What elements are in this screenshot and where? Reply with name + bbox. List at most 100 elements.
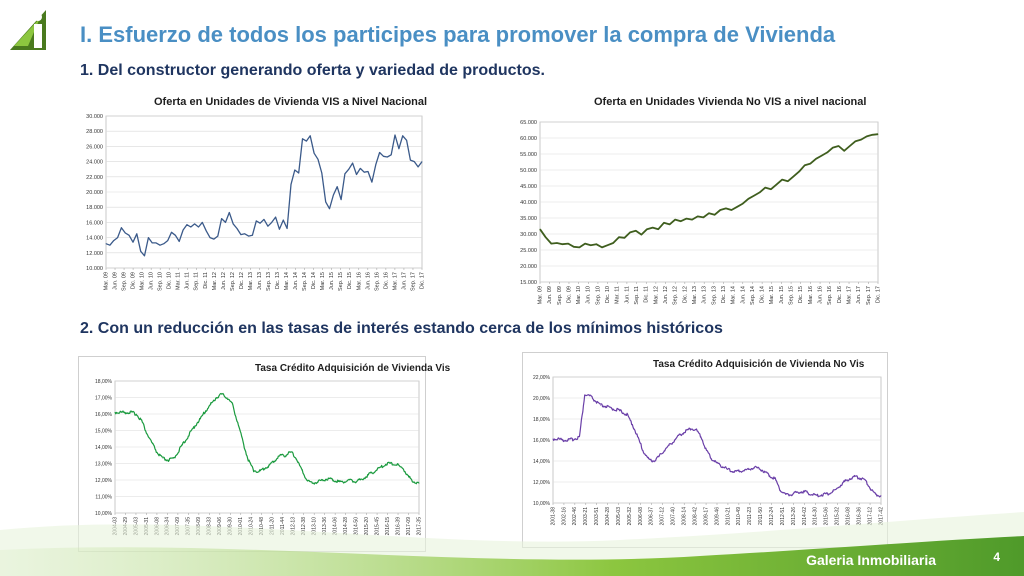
data-point <box>321 172 323 174</box>
data-point <box>748 198 749 200</box>
page-title: I. Esfuerzo de todos los participes para… <box>80 22 836 47</box>
data-point <box>231 403 233 405</box>
data-point <box>210 403 212 405</box>
x-tick-label: Mar. 09 <box>537 286 543 304</box>
data-point <box>397 464 399 466</box>
data-point <box>556 242 558 244</box>
data-point <box>600 404 601 406</box>
data-point <box>189 433 191 435</box>
data-point <box>787 180 789 182</box>
data-point <box>626 414 628 416</box>
x-tick-label: Sep. 15 <box>789 286 795 305</box>
data-point <box>244 233 246 235</box>
data-point <box>338 481 340 482</box>
data-point <box>821 155 823 156</box>
data-point <box>732 471 734 472</box>
y-tick-label: 30.000 <box>520 232 537 238</box>
x-tick-label: Sep. 10 <box>595 286 601 305</box>
x-tick-label: Sep. 10 <box>158 272 164 291</box>
data-point <box>872 134 873 136</box>
x-tick-label: Mar. 16 <box>808 286 814 304</box>
x-tick-label: Dic. 11 <box>644 286 650 303</box>
x-tick-label: 2008-33 <box>207 517 213 536</box>
x-tick-label: 2013-26 <box>791 507 797 526</box>
x-tick-label: Jun. 15 <box>329 272 335 290</box>
x-tick-label: 2003-21 <box>583 507 589 526</box>
data-point <box>151 443 153 445</box>
x-tick-label: Dic. 17 <box>419 272 425 289</box>
chart-title: Tasa Crédito Adquisición de Vivienda Vis <box>255 363 451 374</box>
data-point <box>843 150 845 152</box>
data-point <box>838 145 839 147</box>
y-tick-label: 20.000 <box>520 264 537 270</box>
x-tick-label: Sep. 12 <box>673 286 679 305</box>
data-point <box>178 449 180 451</box>
x-tick-label: Jun. 10 <box>149 272 155 290</box>
data-point <box>313 152 315 154</box>
data-point <box>294 169 296 171</box>
x-tick-label: Jun. 10 <box>586 286 592 304</box>
data-point <box>311 482 313 484</box>
x-tick-label: 2016-36 <box>856 507 862 526</box>
data-point <box>370 473 372 474</box>
data-point <box>125 411 127 413</box>
data-point <box>248 235 250 237</box>
x-tick-label: 2017-09 <box>406 517 412 536</box>
data-point <box>679 434 681 436</box>
x-tick-label: Jun. 15 <box>779 286 785 304</box>
y-tick-label: 15,00% <box>95 429 113 435</box>
data-point <box>349 479 351 481</box>
data-point <box>194 425 196 426</box>
x-tick-label: 2012-13 <box>291 517 297 536</box>
company-logo <box>10 10 46 50</box>
x-tick-label: Sep. 11 <box>634 286 640 305</box>
data-point <box>680 220 682 222</box>
x-tick-label: 2008-42 <box>692 507 698 526</box>
data-point <box>690 428 691 429</box>
data-point <box>706 450 707 451</box>
data-point <box>855 140 856 142</box>
x-tick-label: Dic. 14 <box>760 286 766 303</box>
x-tick-label: Mar. 10 <box>576 286 582 304</box>
data-point <box>545 236 546 238</box>
x-tick-label: 2009-46 <box>714 507 720 526</box>
x-tick-label: 2015-45 <box>374 517 380 536</box>
x-tick-label: 2003-51 <box>594 507 600 526</box>
x-tick-label: 2008-14 <box>682 507 688 526</box>
data-point <box>849 145 851 147</box>
x-tick-label: Sep. 16 <box>827 286 833 305</box>
footer-wave <box>0 512 1024 576</box>
x-tick-label: 2017-42 <box>878 507 884 526</box>
data-point <box>557 438 559 440</box>
data-point <box>859 477 861 479</box>
data-point <box>151 242 153 244</box>
data-point <box>190 226 192 228</box>
data-point <box>402 135 404 137</box>
x-tick-label: 2016-39 <box>395 517 401 536</box>
x-tick-label: 2015-32 <box>835 507 841 526</box>
data-point <box>810 163 811 164</box>
data-point <box>875 494 877 495</box>
y-tick-label: 16,00% <box>95 412 113 418</box>
x-tick-label: 2009-30 <box>228 517 234 536</box>
data-point <box>776 184 777 185</box>
data-point <box>259 222 261 224</box>
data-point <box>352 162 353 164</box>
x-tick-label: Jun. 14 <box>293 272 299 290</box>
x-tick-label: Jun. 11 <box>185 272 191 290</box>
data-point <box>325 201 327 203</box>
data-point <box>697 216 699 217</box>
data-point <box>225 222 226 223</box>
data-point <box>263 219 265 220</box>
data-point <box>375 469 377 471</box>
data-point <box>647 458 649 460</box>
data-point <box>838 486 840 488</box>
data-point <box>573 246 575 248</box>
data-point <box>674 439 676 441</box>
data-point <box>363 171 365 173</box>
data-point <box>832 147 834 148</box>
data-point <box>167 459 169 461</box>
data-point <box>663 450 665 451</box>
data-point <box>269 464 271 466</box>
data-point <box>815 158 817 160</box>
